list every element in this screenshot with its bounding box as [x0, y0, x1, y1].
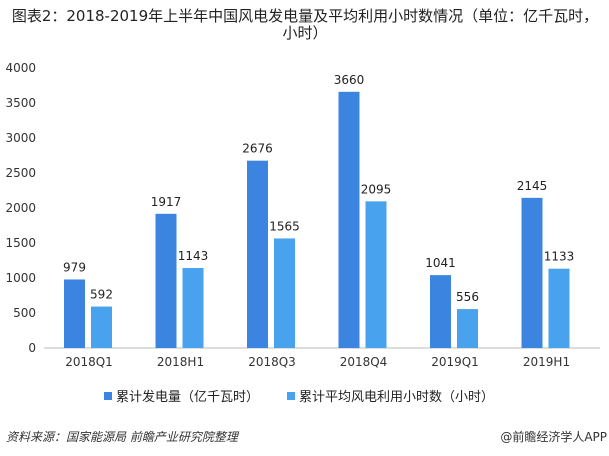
legend-swatch [104, 391, 112, 400]
data-label: 2145 [517, 179, 548, 193]
y-tick-label: 500 [13, 306, 36, 320]
bar-hours [182, 267, 204, 348]
data-label: 592 [90, 288, 113, 302]
legend-label: 累计平均风电利用小时数（小时） [299, 390, 495, 405]
legend-item-hours: 累计平均风电利用小时数（小时） [287, 386, 494, 405]
bar-hours [548, 268, 570, 348]
bar-generation [64, 279, 85, 348]
y-tick-label: 3500 [5, 96, 36, 110]
bar-hours [365, 201, 387, 348]
data-label: 1917 [151, 195, 182, 209]
x-tick-label: 2018Q3 [248, 355, 296, 369]
bar-hours [274, 238, 295, 348]
data-label: 1133 [544, 250, 575, 264]
brand-label: @前瞻经济学人APP [500, 430, 607, 444]
bar-generation [247, 160, 268, 348]
legend-label: 累计发电量（亿千瓦时） [116, 390, 260, 405]
chart-title: 图表2：2018-2019年上半年中国风电发电量及平均利用小时数情况（单位：亿千… [11, 7, 599, 42]
bar-generation [338, 91, 360, 349]
data-label: 2095 [361, 182, 392, 196]
x-tick-label: 2018H1 [157, 355, 204, 369]
y-tick-label: 0 [28, 341, 36, 355]
y-tick-label: 4000 [5, 61, 36, 75]
x-tick-label: 2019H1 [523, 355, 570, 369]
y-tick-label: 2000 [5, 201, 36, 215]
legend-swatch [287, 391, 295, 400]
y-tick-label: 1000 [5, 271, 36, 285]
x-tick-label: 2018Q4 [340, 355, 388, 369]
data-label: 1041 [425, 256, 456, 270]
y-tick-label: 1500 [5, 236, 36, 250]
data-label: 1143 [178, 249, 209, 263]
x-tick-label: 2018Q1 [65, 355, 113, 369]
bar-generation [430, 275, 451, 348]
x-tick-label: 2019Q1 [431, 355, 479, 369]
y-tick-label: 2500 [5, 166, 36, 180]
data-label: 3660 [334, 73, 365, 87]
source-note: 资料来源：国家能源局 前瞻产业研究院整理 [6, 430, 238, 444]
bar-generation [521, 197, 543, 348]
bar-hours [457, 309, 478, 348]
y-tick-label: 3000 [5, 131, 36, 145]
data-label: 2676 [242, 142, 273, 156]
data-label: 556 [456, 290, 479, 304]
bar-hours [91, 306, 112, 348]
data-label: 1565 [269, 219, 300, 233]
data-label: 979 [63, 260, 86, 274]
legend-item-generation: 累计发电量（亿千瓦时） [104, 386, 259, 405]
bar-generation [155, 213, 177, 348]
